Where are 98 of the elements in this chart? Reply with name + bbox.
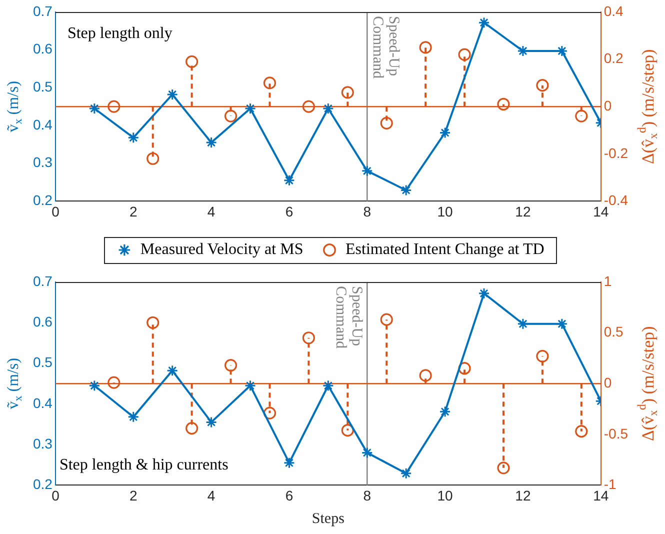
x-tick-label: 8	[363, 203, 372, 220]
point	[88, 380, 100, 392]
point	[283, 174, 295, 186]
point	[439, 406, 451, 418]
legend-label: Estimated Intent Change at TD	[346, 241, 544, 258]
point	[361, 165, 373, 177]
point	[478, 288, 490, 300]
point	[244, 380, 256, 392]
point	[166, 88, 178, 100]
point	[263, 76, 276, 90]
point	[380, 116, 393, 130]
y-tick-label: 0.6	[32, 40, 53, 57]
point	[322, 102, 334, 114]
point	[128, 411, 140, 423]
point	[244, 102, 256, 114]
y2-axis-title: Δ(v̂xd) (m/s/step)	[634, 326, 660, 442]
point	[302, 332, 315, 344]
y-axis-title: ṽx (m/s)	[5, 358, 25, 410]
point	[575, 110, 588, 122]
point	[556, 318, 568, 330]
y-tick-label: 0.2	[32, 476, 53, 492]
x-tick-label: 6	[285, 203, 294, 220]
y-tick-label: 0.2	[32, 192, 53, 208]
point	[439, 126, 451, 138]
point	[341, 424, 354, 437]
legend-label: Measured Velocity at MS	[140, 241, 304, 258]
y2-tick-label: 0.5	[604, 324, 624, 340]
point	[575, 425, 588, 438]
y2-axis-title: Δ(v̂xd) (m/s/step)	[634, 49, 660, 164]
point	[88, 102, 100, 114]
y-axis-title: ṽx (m/s)	[5, 80, 25, 132]
point	[361, 446, 373, 458]
point	[128, 132, 140, 144]
point	[497, 98, 510, 111]
x-axis-title: Steps	[312, 510, 345, 527]
y-tick-label: 0.3	[32, 154, 53, 170]
point	[458, 362, 471, 375]
point	[224, 110, 238, 122]
point	[186, 422, 198, 435]
point	[108, 376, 120, 389]
point	[146, 316, 160, 329]
point	[108, 100, 120, 113]
y2-tick-label: -0.5	[604, 425, 628, 442]
x-tick-label: 14	[593, 203, 609, 220]
point	[400, 184, 412, 196]
point	[419, 41, 432, 54]
x-tick-label: 12	[515, 203, 531, 220]
y2-tick-label: 1	[604, 272, 612, 289]
x-tick-label: 4	[207, 487, 216, 504]
y2-tick-label: 0.4	[604, 2, 624, 19]
x-tick-label: 14	[593, 487, 609, 504]
y-tick-label: 0.7	[32, 2, 53, 19]
point	[224, 359, 238, 372]
point	[322, 380, 334, 392]
point	[517, 318, 529, 330]
y-tick-label: 0.6	[32, 314, 53, 330]
x-tick-label: 6	[285, 487, 294, 504]
x-tick-label: 10	[437, 203, 454, 220]
point	[206, 416, 218, 428]
ref-line-label: Speed-Up Command	[370, 16, 402, 79]
point	[497, 462, 510, 474]
x-tick-label: 12	[515, 487, 531, 504]
annotation: Step length & hip currents	[59, 456, 228, 474]
point	[186, 55, 198, 68]
x-tick-label: 0	[52, 203, 60, 220]
point	[556, 45, 568, 57]
point	[458, 48, 471, 61]
y2-tick-label: -0.2	[604, 144, 628, 161]
ref-line-label: Speed-Up Command	[332, 286, 365, 349]
x-tick-label: 2	[129, 203, 138, 220]
y-tick-label: 0.5	[32, 78, 53, 95]
point	[302, 100, 315, 113]
point	[380, 313, 393, 326]
point	[146, 152, 160, 165]
y-tick-label: 0.5	[32, 354, 53, 370]
point	[400, 468, 412, 480]
y-tick-label: 0.7	[32, 272, 53, 289]
y-tick-label: 0.3	[32, 435, 53, 452]
point	[341, 86, 354, 99]
point	[536, 79, 549, 92]
point	[206, 136, 218, 148]
y2-tick-label: 0.2	[604, 50, 624, 66]
point	[536, 350, 549, 362]
x-tick-label: 2	[129, 487, 138, 504]
point	[166, 364, 178, 376]
x-tick-label: 8	[363, 487, 372, 504]
x-tick-label: 0	[52, 487, 60, 504]
y-tick-label: 0.4	[32, 116, 53, 132]
annotation: Step length only	[67, 25, 172, 42]
point	[419, 369, 432, 382]
point	[478, 16, 490, 28]
point	[283, 457, 295, 469]
point	[263, 406, 276, 420]
y-tick-label: 0.4	[32, 394, 53, 411]
x-tick-label: 10	[437, 487, 454, 504]
y2-tick-label: 0	[604, 374, 612, 390]
y2-tick-label: 0	[604, 97, 612, 114]
x-tick-label: 4	[207, 203, 216, 220]
